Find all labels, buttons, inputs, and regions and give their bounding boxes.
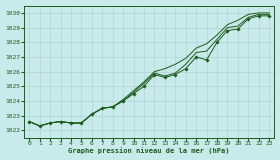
X-axis label: Graphe pression niveau de la mer (hPa): Graphe pression niveau de la mer (hPa) [69,148,230,154]
